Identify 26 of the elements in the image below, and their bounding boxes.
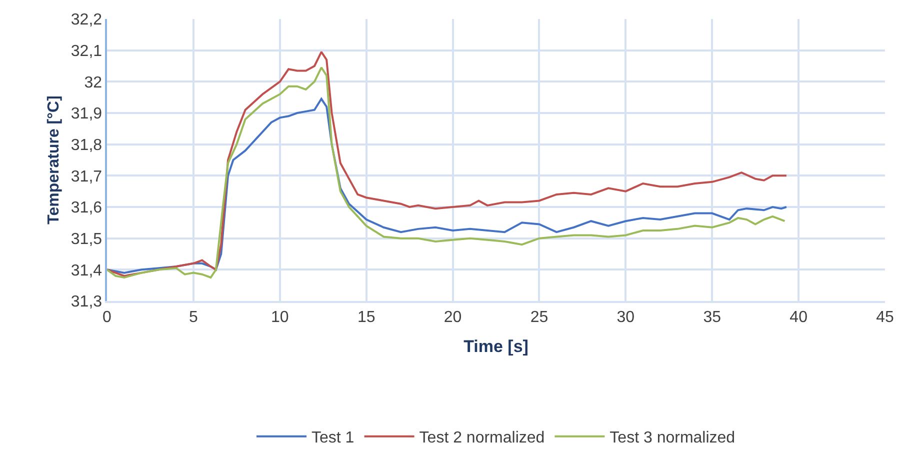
- y-tick-label: 31,6: [70, 200, 102, 217]
- x-tick-label: 5: [188, 308, 198, 326]
- x-tick-label: 15: [357, 308, 376, 326]
- x-tick-label: 25: [530, 308, 548, 326]
- y-axis-title: Temperature [°C]: [45, 96, 62, 224]
- y-tick-label: 31,3: [70, 294, 102, 311]
- y-tick-label: 32: [84, 74, 102, 92]
- y-tick-label: 32,1: [70, 42, 102, 60]
- legend-label: Test 3 normalized: [610, 430, 736, 447]
- x-tick-label: 10: [270, 308, 289, 326]
- y-tick-label: 31,5: [70, 230, 102, 248]
- y-tick-label: 31,4: [70, 262, 102, 280]
- x-tick-label: 30: [616, 308, 635, 326]
- legend-label: Test 1: [312, 430, 354, 447]
- x-axis-title: Time [s]: [464, 336, 528, 356]
- y-tick-label: 32,2: [70, 12, 102, 29]
- line-series: [107, 98, 788, 274]
- x-tick-label: 45: [876, 308, 894, 326]
- x-tick-label: 35: [703, 308, 722, 326]
- y-tick-label: 31,9: [70, 106, 102, 123]
- y-tick-label: 31,7: [70, 168, 102, 186]
- x-tick-label: 20: [444, 308, 462, 326]
- x-tick-label: 40: [790, 308, 808, 326]
- x-tick-label: 0: [102, 308, 112, 326]
- y-tick-label: 31,8: [70, 136, 102, 154]
- legend-label: Test 2 normalized: [419, 430, 545, 447]
